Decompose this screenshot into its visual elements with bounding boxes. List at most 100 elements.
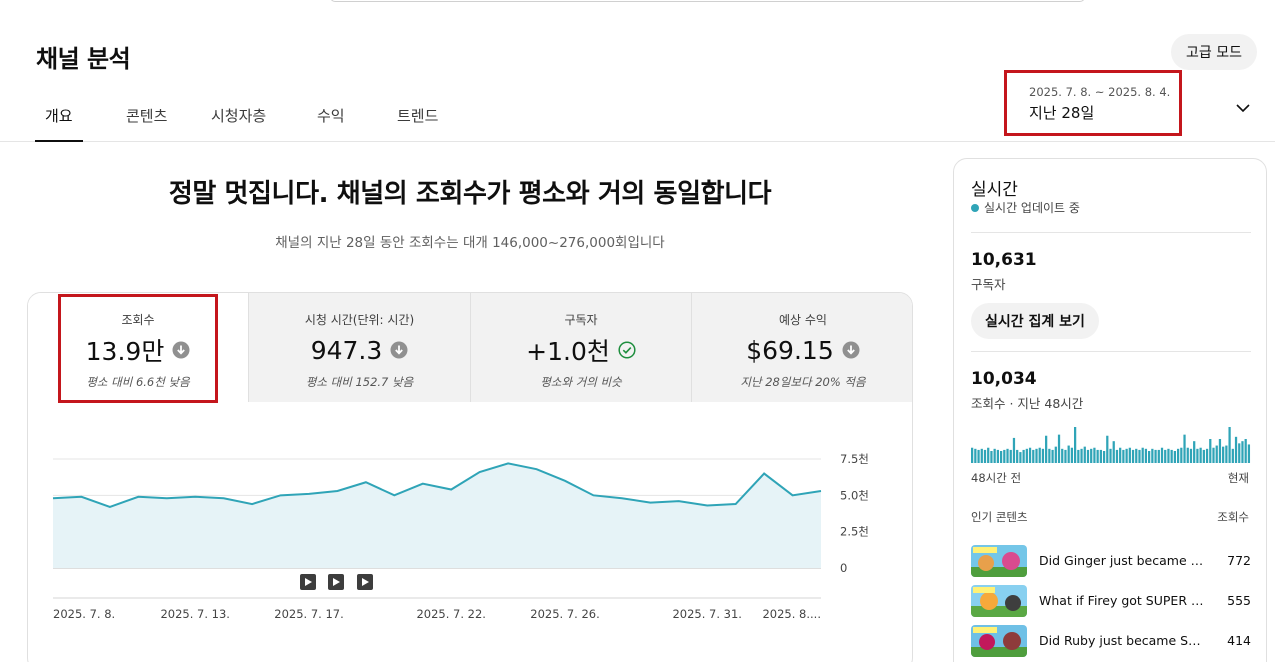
realtime-bar <box>1205 448 1209 463</box>
metric-subscribers[interactable]: 구독자 +1.0천 평소와 거의 비슷 <box>471 293 692 402</box>
realtime-bar <box>1228 427 1231 463</box>
realtime-bar-chart <box>971 427 1251 463</box>
summary-subline: 채널의 지난 28일 동안 조회수는 대개 146,000~276,000회입니… <box>275 235 665 251</box>
x-tick-label: 2025. 7. 13. <box>160 607 230 621</box>
realtime-bar <box>1009 449 1012 463</box>
realtime-bar <box>1247 444 1251 463</box>
tab-overview[interactable]: 개요 <box>35 104 83 142</box>
metric-label: 조회수 <box>121 313 155 327</box>
metric-note: 평소와 거의 비슷 <box>540 375 622 389</box>
metric-label: 구독자 <box>564 313 598 327</box>
metric-views[interactable]: 조회수 13.9만 평소 대비 6.6천 낮음 <box>28 293 249 402</box>
realtime-bar <box>1189 448 1193 463</box>
metric-value: 13.9만 <box>85 337 165 366</box>
metric-revenue[interactable]: 예상 수익 $69.15 지난 28일보다 20% 적음 <box>692 293 912 402</box>
content-views: 772 <box>1227 553 1251 568</box>
realtime-bar <box>1077 449 1080 463</box>
view-realtime-button[interactable]: 실시간 집계 보기 <box>971 303 1099 339</box>
realtime-bar <box>983 449 987 463</box>
realtime-bar <box>1032 449 1035 463</box>
realtime-bar <box>1019 452 1022 463</box>
metric-label: 시청 시간(단위: 시간) <box>304 313 415 327</box>
realtime-bar <box>1096 449 1099 463</box>
x-tick-label: 2025. 7. 26. <box>530 607 600 621</box>
list-item[interactable]: Did Ruby just became SUP... 414 <box>971 625 1251 657</box>
realtime-bar <box>1183 434 1186 463</box>
realtime-bar <box>1170 449 1173 463</box>
realtime-bar <box>1035 448 1038 463</box>
realtime-bar <box>1102 451 1106 463</box>
tab-content[interactable]: 콘텐츠 <box>126 107 168 125</box>
list-item[interactable]: What if Firey got SUPER FA... 555 <box>971 585 1251 617</box>
subscriber-count: 10,631 <box>971 250 1037 270</box>
realtime-bar <box>1225 445 1228 463</box>
realtime-views-count: 10,034 <box>971 369 1037 389</box>
tab-trends[interactable]: 트렌드 <box>397 107 439 125</box>
tab-audience[interactable]: 시청자층 <box>211 107 267 125</box>
realtime-bar <box>1045 435 1048 463</box>
realtime-bar <box>1112 441 1115 463</box>
realtime-bar <box>1080 448 1083 463</box>
realtime-bar <box>1144 448 1148 463</box>
realtime-bar <box>1151 448 1154 463</box>
date-range-label: 지난 28일 <box>1029 104 1095 122</box>
realtime-bar <box>1061 448 1064 463</box>
x-tick-label: 2025. 7. 8. <box>53 607 115 621</box>
realtime-bar <box>1241 441 1244 463</box>
metric-label: 예상 수익 <box>779 313 827 327</box>
realtime-bar <box>971 447 974 463</box>
date-range-picker[interactable]: 2025. 7. 8. ~ 2025. 8. 4. 지난 28일 <box>1004 70 1182 136</box>
realtime-bar <box>1125 448 1128 463</box>
realtime-bar <box>1141 447 1144 463</box>
realtime-bar <box>1086 449 1090 463</box>
realtime-bar <box>1106 435 1109 463</box>
realtime-bar <box>1238 443 1241 463</box>
divider <box>971 351 1251 352</box>
realtime-bar <box>1122 449 1125 463</box>
metric-value: $69.15 <box>746 335 834 365</box>
realtime-bar <box>993 448 996 463</box>
thumbnail <box>971 585 1027 617</box>
realtime-bar <box>1209 439 1212 463</box>
search-bar[interactable] <box>330 0 1085 2</box>
realtime-title: 실시간 <box>971 180 1018 200</box>
content-views: 555 <box>1227 593 1251 608</box>
list-item[interactable]: Did Ginger just became SU... 772 <box>971 545 1251 577</box>
popular-content-label: 인기 콘텐츠 <box>971 510 1028 524</box>
realtime-bar <box>1115 449 1119 463</box>
realtime-views-label: 조회수 · 지난 48시간 <box>971 396 1084 411</box>
realtime-bar <box>1012 437 1016 463</box>
realtime-bar <box>1167 448 1170 463</box>
advanced-mode-button[interactable]: 고급 모드 <box>1171 34 1257 70</box>
live-dot-icon <box>971 203 979 212</box>
check-circle-icon <box>618 341 636 359</box>
y-tick-label: 5.0천 <box>840 488 869 502</box>
realtime-bar <box>1176 448 1180 463</box>
tab-revenue[interactable]: 수익 <box>317 107 345 125</box>
realtime-bar <box>1038 447 1041 463</box>
thumbnail <box>971 625 1027 657</box>
realtime-bar <box>977 449 980 463</box>
x-tick-label: 2025. 7. 22. <box>416 607 486 621</box>
bar-axis-start: 48시간 전 <box>971 471 1022 485</box>
x-tick-label: 2025. 8.... <box>762 607 821 621</box>
metric-watch-time[interactable]: 시청 시간(단위: 시간) 947.3 평소 대비 152.7 낮음 <box>249 293 471 402</box>
metric-note: 지난 28일보다 20% 적음 <box>740 375 866 389</box>
realtime-bar <box>980 448 983 463</box>
realtime-bar <box>1006 448 1009 463</box>
x-tick-label: 2025. 7. 17. <box>274 607 344 621</box>
realtime-bar <box>1135 448 1138 463</box>
realtime-bar <box>999 451 1003 463</box>
realtime-bar <box>1025 448 1028 463</box>
realtime-bar <box>1180 447 1183 463</box>
realtime-bar <box>1109 448 1112 463</box>
chevron-down-icon[interactable] <box>1235 100 1251 116</box>
realtime-bar <box>1054 446 1057 463</box>
realtime-bar <box>1041 448 1045 463</box>
summary-headline: 정말 멋집니다. 채널의 조회수가 평소와 거의 동일합니다 <box>168 179 772 209</box>
realtime-bar <box>1064 449 1067 463</box>
content-title: Did Ruby just became SUP... <box>1039 633 1204 648</box>
realtime-bar <box>1196 448 1199 463</box>
page-title: 채널 분석 <box>36 45 131 73</box>
realtime-bar <box>1099 449 1102 463</box>
